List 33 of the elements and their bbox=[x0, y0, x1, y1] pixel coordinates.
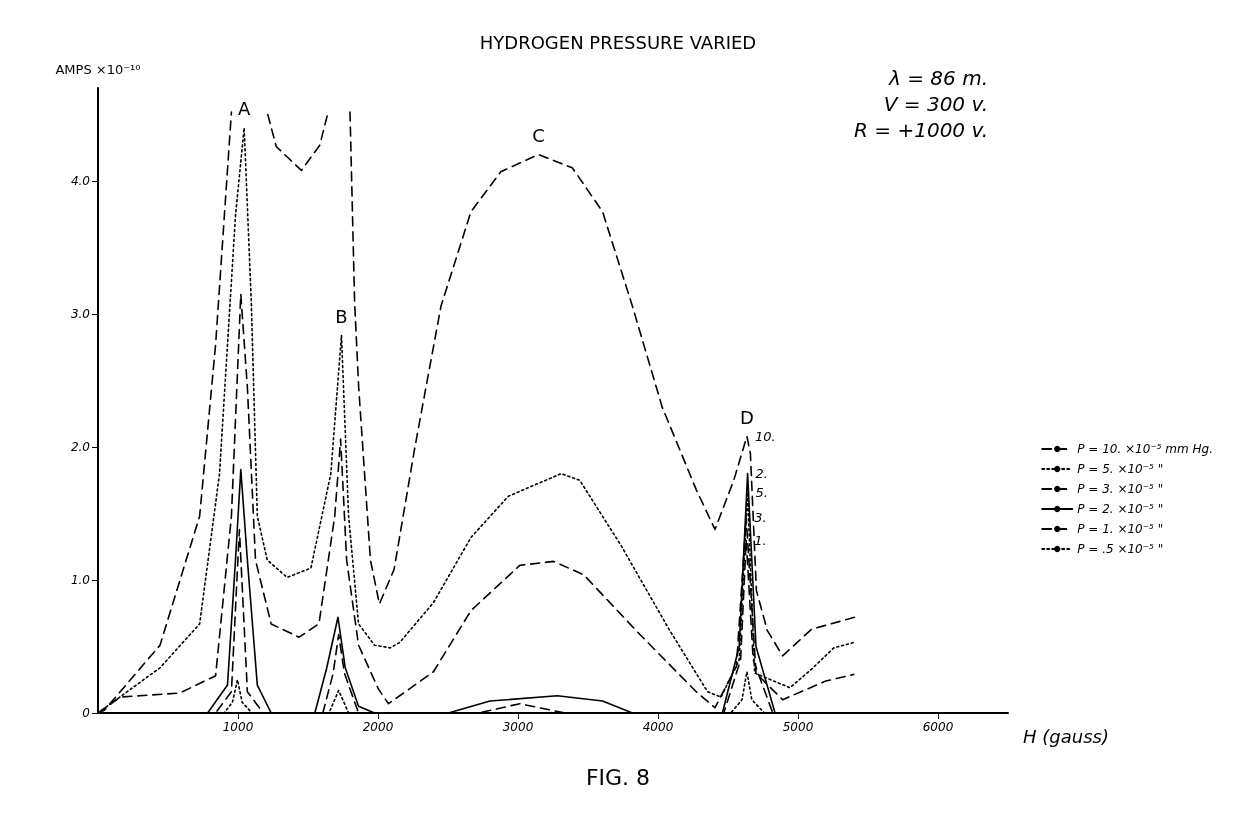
annotation: 1. bbox=[754, 532, 767, 548]
legend-label: P = 1. ×10⁻⁵ " bbox=[1077, 522, 1164, 536]
chart-title: HYDROGEN PRESSURE VARIED bbox=[479, 31, 757, 53]
y-axis-title: AMPS ×10⁻¹⁰ bbox=[55, 62, 141, 77]
annotation: 2. bbox=[755, 466, 769, 482]
x-tick-label: 6000 bbox=[922, 720, 954, 734]
annotation: D bbox=[739, 406, 754, 428]
y-tick-label: 3.0 bbox=[70, 307, 91, 322]
annotation: C bbox=[532, 124, 545, 146]
x-tick-label: 1000 bbox=[222, 720, 254, 734]
legend-label: P = 3. ×10⁻⁵ " bbox=[1077, 482, 1164, 496]
y-tick-label: 1.0 bbox=[70, 573, 91, 588]
caption: FIG. 8 bbox=[585, 764, 651, 790]
annotation: R = +1000 v. bbox=[854, 118, 989, 142]
legend-label: P = .5 ×10⁻⁵ " bbox=[1077, 542, 1164, 556]
annotation: B bbox=[335, 305, 348, 327]
x-tick-label: 2000 bbox=[362, 720, 394, 734]
y-tick-label: 4.0 bbox=[70, 174, 91, 189]
annotation: A bbox=[238, 98, 251, 120]
legend-label: P = 5. ×10⁻⁵ " bbox=[1077, 462, 1164, 476]
annotation: 5. bbox=[755, 484, 769, 500]
y-tick-label: 0 bbox=[82, 706, 91, 720]
annotation: λ = 86 m. bbox=[888, 66, 989, 90]
legend-label: P = 10. ×10⁻⁵ mm Hg. bbox=[1077, 442, 1213, 456]
x-tick-label: 5000 bbox=[782, 720, 814, 734]
annotation: 10. bbox=[754, 428, 776, 444]
legend-label: P = 2. ×10⁻⁵ " bbox=[1077, 502, 1164, 516]
annotation: V = 300 v. bbox=[883, 92, 988, 116]
x-tick-label: 4000 bbox=[642, 720, 674, 734]
x-tick-label: 3000 bbox=[502, 720, 534, 734]
x-axis-title: H (gauss) bbox=[1023, 725, 1109, 747]
y-tick-label: 2.0 bbox=[70, 440, 91, 455]
annotation: 3. bbox=[754, 510, 767, 526]
